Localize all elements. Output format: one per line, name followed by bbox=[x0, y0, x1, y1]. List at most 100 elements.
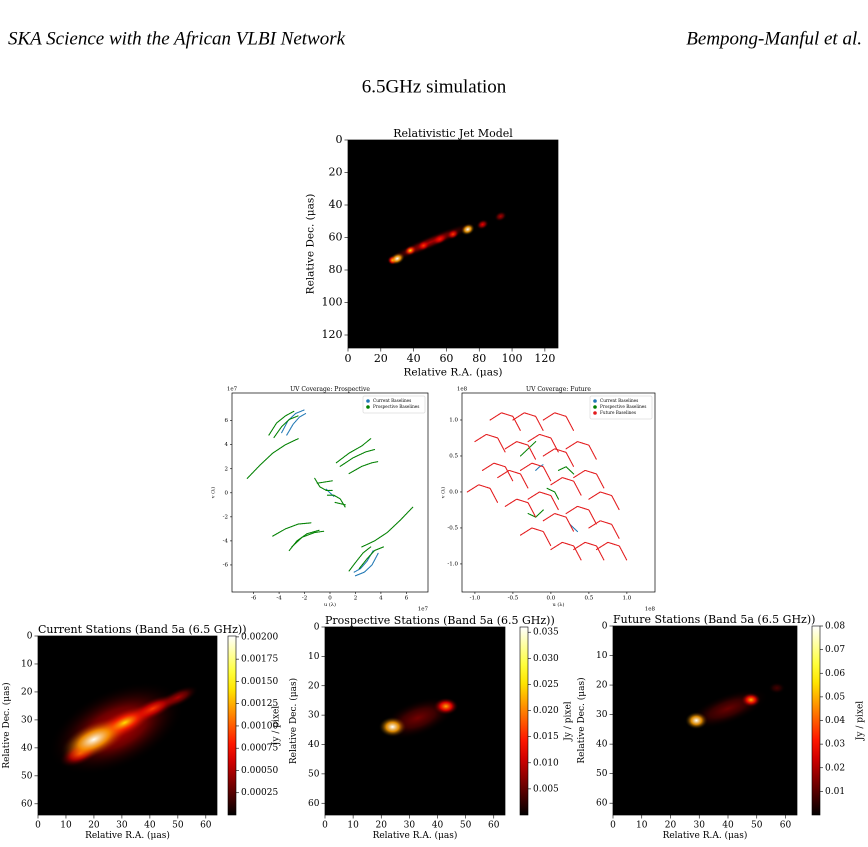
x-tick-label: 0 bbox=[322, 820, 328, 830]
legend-label: Prospective Baselines bbox=[600, 404, 646, 409]
image-layer bbox=[381, 211, 507, 266]
y-tick-label: 30 bbox=[596, 710, 608, 720]
y-axis-label: Relative Dec. (μas) bbox=[1, 682, 12, 768]
axes-frame bbox=[324, 626, 506, 816]
baseline-track bbox=[504, 440, 537, 461]
colorbar-tick-label: 0.07 bbox=[825, 645, 845, 655]
baseline-track bbox=[512, 412, 544, 432]
y-tick-label: 120 bbox=[322, 328, 343, 341]
legend-label: Future Baselines bbox=[600, 410, 636, 415]
colorbar bbox=[227, 635, 237, 816]
x-tick-label: 80 bbox=[472, 352, 486, 365]
baseline-track bbox=[272, 522, 312, 537]
legend-label: Current Baselines bbox=[373, 398, 411, 403]
emission-component bbox=[417, 240, 430, 251]
legend-box bbox=[589, 395, 653, 420]
x-offset-label: 1e8 bbox=[645, 607, 656, 613]
baseline-track bbox=[527, 491, 560, 511]
image-layer bbox=[48, 681, 199, 776]
x-tick-label: 2 bbox=[354, 595, 358, 601]
baseline-track bbox=[550, 476, 582, 497]
y-tick-label: 0 bbox=[314, 623, 320, 633]
y-axis-label: Relative Dec. (μas) bbox=[576, 677, 587, 763]
x-tick-label: 20 bbox=[374, 352, 388, 365]
x-tick-label: -2 bbox=[302, 595, 307, 601]
legend-marker bbox=[366, 405, 370, 409]
axes-frame bbox=[612, 625, 798, 816]
x-axis-label: Relative R.A. (μas) bbox=[404, 366, 503, 378]
y-tick-label: 10 bbox=[596, 651, 608, 661]
colorbar-tick-label: 0.06 bbox=[825, 669, 845, 679]
y-tick-label: 0 bbox=[27, 632, 33, 642]
baseline-track bbox=[504, 498, 537, 518]
baseline-track bbox=[565, 440, 598, 461]
emission-component bbox=[432, 233, 448, 245]
x-tick-label: 1.0 bbox=[623, 595, 632, 601]
y-tick-label: -1.0 bbox=[447, 561, 458, 567]
y-tick-label: 40 bbox=[329, 198, 343, 211]
baseline-track bbox=[519, 527, 552, 547]
baseline-track bbox=[358, 546, 385, 570]
baseline-track bbox=[489, 412, 522, 432]
y-tick-label: 60 bbox=[329, 231, 343, 244]
y-axis-label: Relative Dec. (μas) bbox=[288, 678, 299, 764]
baseline-track bbox=[288, 529, 321, 552]
y-offset-label: 1e8 bbox=[457, 387, 468, 393]
x-tick-label: 30 bbox=[404, 820, 416, 830]
x-tick-label: 10 bbox=[60, 820, 72, 830]
running-header: SKA Science with the African VLBI Networ… bbox=[8, 28, 346, 49]
x-tick-label: 0 bbox=[328, 595, 332, 601]
y-tick-label: -0.5 bbox=[447, 525, 458, 531]
x-tick-label: 40 bbox=[407, 352, 421, 365]
baseline-track bbox=[588, 520, 620, 540]
y-tick-label: 30 bbox=[21, 715, 33, 725]
y-tick-label: 60 bbox=[308, 799, 320, 809]
baseline-track bbox=[595, 541, 628, 561]
emission-component bbox=[494, 211, 507, 222]
y-tick-label: 6 bbox=[225, 418, 229, 424]
y-tick-label: 80 bbox=[329, 263, 343, 276]
y-tick-label: 50 bbox=[308, 769, 320, 779]
plot-area bbox=[246, 409, 414, 577]
baseline-track bbox=[348, 546, 372, 572]
emission-component bbox=[740, 692, 762, 708]
colorbar-tick-label: 0.00150 bbox=[241, 677, 278, 687]
x-tick-label: 0.0 bbox=[547, 595, 556, 601]
colorbar-tick-label: 0.00175 bbox=[241, 655, 278, 665]
colorbar-tick-label: 0.00125 bbox=[241, 699, 278, 709]
baseline-track bbox=[481, 462, 514, 482]
y-tick-label: 2 bbox=[225, 466, 229, 472]
x-offset-label: 1e7 bbox=[418, 607, 429, 613]
baseline-track bbox=[569, 523, 579, 533]
y-tick-label: 0.0 bbox=[449, 489, 458, 495]
emission-component bbox=[768, 682, 786, 694]
x-tick-label: 40 bbox=[722, 820, 734, 830]
colorbar-tick-label: 0.08 bbox=[825, 622, 845, 632]
baseline-track bbox=[588, 491, 620, 511]
image-layer bbox=[684, 682, 786, 730]
colorbar-tick-label: 0.005 bbox=[533, 784, 559, 794]
baseline-track bbox=[361, 506, 414, 548]
colorbar-tick-label: 0.00075 bbox=[241, 744, 278, 754]
colorbar-label: Jy / pixel bbox=[564, 701, 574, 741]
legend-box bbox=[362, 395, 426, 414]
baseline-track bbox=[268, 410, 295, 436]
x-tick-label: 40 bbox=[144, 820, 156, 830]
baseline-track bbox=[326, 494, 346, 508]
colorbar-tick-label: 0.01 bbox=[825, 787, 845, 797]
colorbar-label: Jy / pixel bbox=[856, 701, 866, 741]
colorbar-tick-label: 0.02 bbox=[825, 763, 845, 773]
axes-title: Relativistic Jet Model bbox=[393, 127, 513, 140]
x-tick-label: 6 bbox=[405, 595, 409, 601]
baseline-track bbox=[335, 438, 372, 464]
baseline-track bbox=[354, 552, 379, 577]
baseline-track bbox=[519, 462, 552, 482]
legend-marker bbox=[366, 399, 370, 403]
x-tick-label: 10 bbox=[636, 820, 648, 830]
axes-title: Future Stations (Band 5a (6.5 GHz)) bbox=[613, 613, 815, 626]
y-offset-label: 1e7 bbox=[227, 387, 238, 393]
y-tick-label: 0.5 bbox=[449, 453, 458, 459]
y-axis-label: v (λ) bbox=[209, 487, 216, 500]
y-tick-label: -2 bbox=[223, 514, 228, 520]
